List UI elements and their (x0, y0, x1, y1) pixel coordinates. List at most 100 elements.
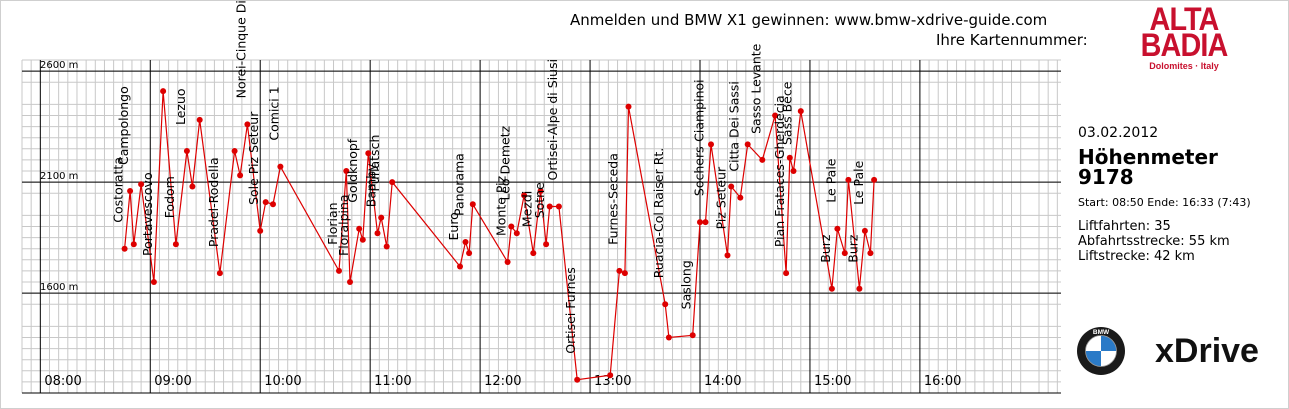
lift-name-label: Pian Frataces-Gherdecia (772, 95, 787, 247)
lift-name-label: Piz Seteur (714, 166, 729, 229)
lift-name-label: Citta Dei Sassi (726, 81, 741, 172)
abfahrtsstrecke-stat: Abfahrtsstrecke: 55 km (1078, 234, 1230, 249)
data-point (336, 267, 342, 274)
data-point (172, 241, 179, 248)
data-point (513, 230, 520, 237)
data-point (389, 179, 396, 186)
lift-name-label: Puflatsch (367, 135, 382, 192)
data-point (744, 141, 751, 148)
liftfahrten-stat: Liftfahrten: 35 (1078, 219, 1171, 234)
lift-name-label: Sasso Levante (748, 43, 763, 134)
data-point (662, 301, 669, 308)
data-point (786, 154, 793, 161)
data-point (621, 270, 628, 277)
data-point (728, 183, 735, 190)
data-point (845, 176, 852, 183)
promo-text: Anmelden und BMW X1 gewinnen: www.bmw-xd… (570, 11, 1048, 29)
data-point (574, 376, 581, 383)
x-tick-label: 11:00 (374, 374, 411, 389)
lift-name-label: Pradel-Rodella (206, 157, 221, 247)
lift-name-label: Burz (818, 234, 833, 263)
data-point (257, 227, 264, 234)
data-point (504, 259, 511, 265)
lift-name-label: Goldknopf (345, 138, 360, 202)
data-point (508, 223, 515, 230)
data-point (861, 227, 868, 234)
data-point (277, 163, 284, 170)
data-point (160, 88, 167, 95)
x-tick-label: 13:00 (594, 374, 631, 389)
data-point (665, 334, 672, 341)
card-number-label: Ihre Kartennummer: (936, 31, 1088, 49)
data-point (543, 241, 550, 248)
lift-name-label: Saslong (679, 260, 694, 309)
lift-name-label: Bamby (364, 163, 379, 207)
data-point (196, 116, 203, 123)
lift-name-label: Ortisei Furnes (563, 267, 578, 353)
lift-name-label: Furnes-Seceda (605, 153, 620, 245)
data-point (359, 236, 366, 243)
lift-name-label: Sotne (532, 182, 547, 218)
data-point (457, 263, 463, 270)
lift-name-label: Leo Demetz (497, 125, 512, 200)
x-tick-label: 12:00 (484, 374, 521, 389)
lift-name-label: Portavescovo (140, 172, 155, 256)
data-point (216, 270, 223, 277)
data-point (244, 121, 251, 128)
x-tick-label: 15:00 (814, 374, 851, 389)
stats-list: Liftfahrten: 35 Abfahrtsstrecke: 55 km L… (1078, 219, 1278, 264)
lift-name-label: Panorama (452, 153, 467, 216)
data-point (383, 243, 390, 250)
lift-name-label: Ruacia-Col Raiser Rt. (651, 148, 666, 278)
lift-name-label: Sass Bece (780, 81, 795, 145)
data-point (546, 203, 553, 210)
data-point (625, 103, 632, 110)
hoehenmeter-value: 9178 (1078, 165, 1134, 189)
data-point (702, 219, 709, 226)
data-point (270, 201, 276, 208)
lift-name-label: Costoratta (111, 157, 126, 223)
summary-panel: 03.02.2012 Höhenmeter 9178 Start: 08:50 … (1078, 125, 1278, 264)
data-point (237, 172, 244, 179)
data-point (790, 168, 797, 174)
bmw-logo-icon: BMW (1077, 327, 1125, 375)
hoehenmeter-label: Höhenmeter (1078, 145, 1218, 169)
lift-name-label: Floralpina (336, 194, 351, 256)
x-tick-label: 14:00 (704, 374, 741, 389)
data-point (150, 279, 157, 285)
x-tick-label: 16:00 (924, 374, 961, 389)
data-point (772, 112, 779, 119)
data-point (262, 199, 269, 206)
data-point (828, 285, 835, 292)
data-point (537, 188, 544, 194)
data-point (555, 203, 562, 210)
data-point (616, 267, 623, 274)
lift-name-label: Lezuo (173, 88, 188, 125)
data-point (797, 108, 804, 115)
lift-name-label: Florian (325, 202, 340, 245)
data-point (189, 183, 196, 190)
data-point (697, 219, 703, 226)
alta-badia-logo: ALTA BADIA Dolomites · Italy (1130, 3, 1238, 71)
lift-name-label: Fodom (162, 176, 177, 218)
data-point (689, 332, 696, 339)
data-point (607, 372, 614, 379)
data-point (231, 148, 238, 154)
data-point (356, 225, 363, 232)
lift-name-label: Mezdi (519, 191, 534, 227)
data-point (521, 192, 528, 199)
data-point (867, 250, 874, 257)
data-point (466, 250, 473, 257)
bmw-logo-text: BMW (1093, 329, 1110, 336)
start-end-times: Start: 08:50 Ende: 16:33 (7:43) (1078, 196, 1251, 209)
data-point (759, 156, 766, 163)
x-tick-label: 10:00 (264, 374, 301, 389)
lift-name-label: Burz (845, 234, 860, 263)
lift-name-label: Comici 1 (266, 86, 281, 140)
data-point (347, 279, 353, 285)
data-point (841, 250, 848, 257)
data-point (343, 168, 350, 174)
date-text: 03.02.2012 (1078, 125, 1159, 141)
